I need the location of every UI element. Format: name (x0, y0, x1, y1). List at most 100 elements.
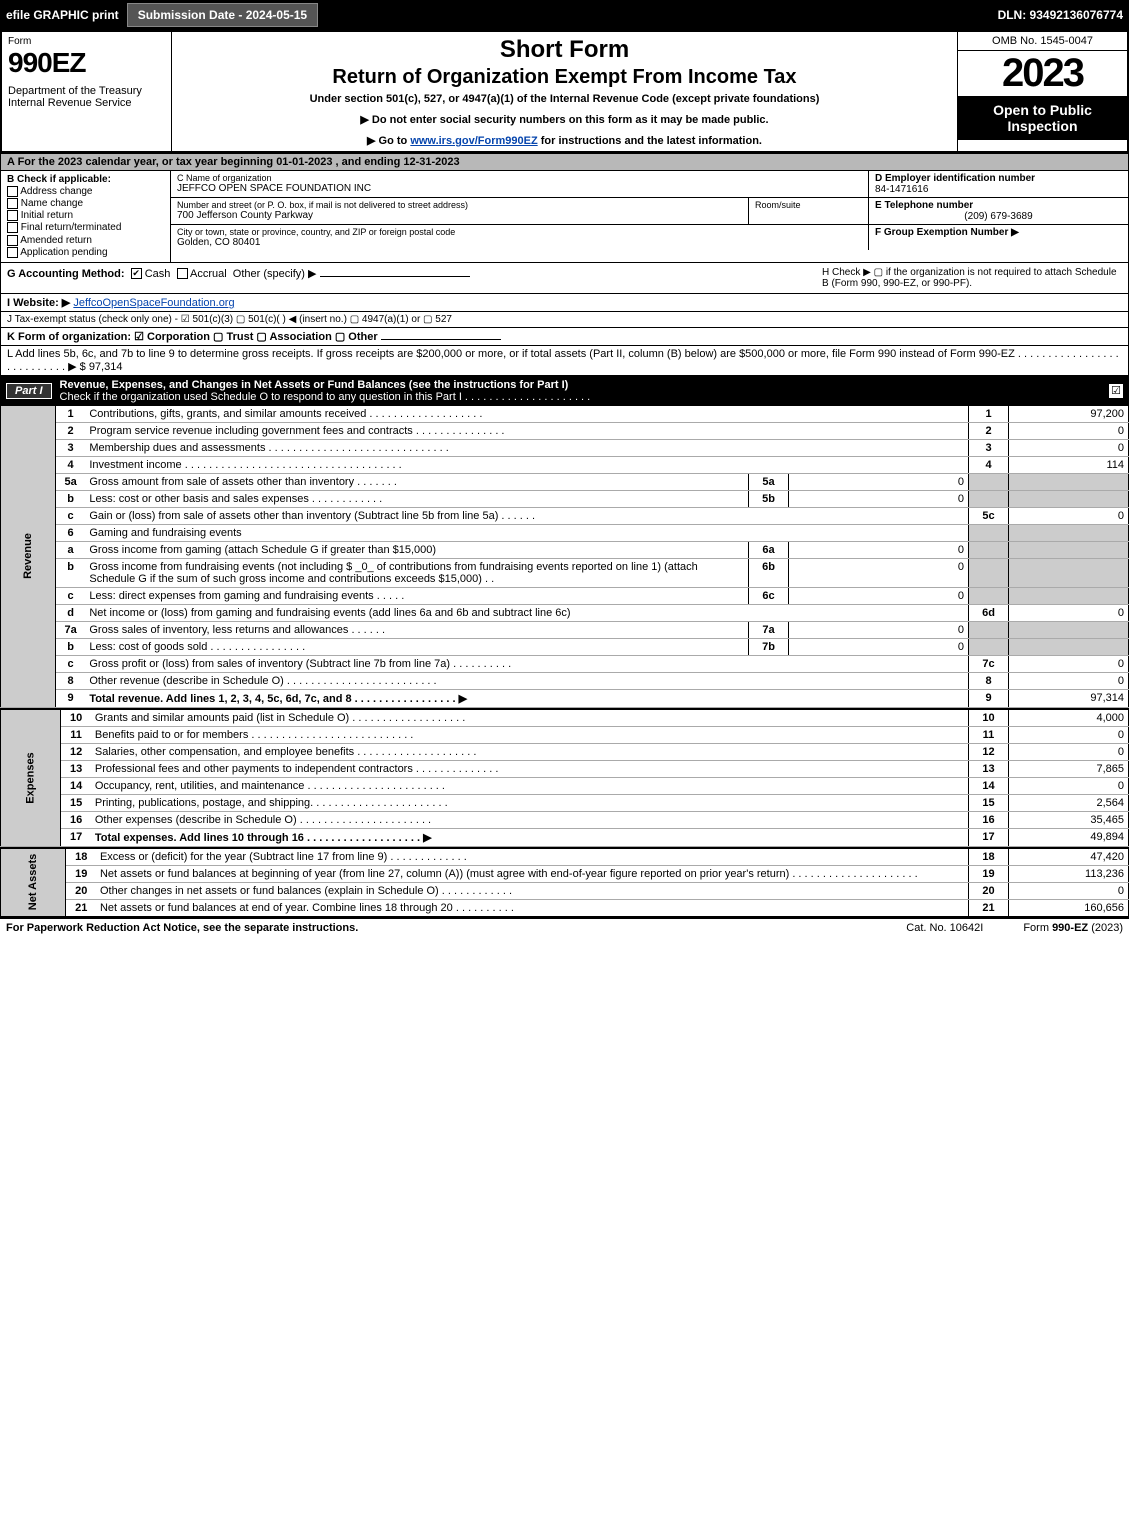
line-desc: Other expenses (describe in Schedule O) … (91, 811, 969, 828)
line-number: 14 (61, 777, 91, 794)
dln-label: DLN: 93492136076774 (998, 8, 1123, 22)
line-number: 18 (66, 848, 96, 866)
line-num-col: 19 (969, 865, 1009, 882)
line-desc: Investment income . . . . . . . . . . . … (85, 456, 968, 473)
grey-cell (969, 490, 1009, 507)
line-number: 5a (55, 473, 85, 490)
line-value: 0 (1009, 655, 1129, 672)
grey-cell (969, 473, 1009, 490)
table-row: 17Total expenses. Add lines 10 through 1… (1, 828, 1129, 846)
line-num-col: 18 (969, 848, 1009, 866)
colb-item[interactable]: Address change (7, 186, 164, 197)
line-number: a (55, 541, 85, 558)
city-state-zip: Golden, CO 80401 (177, 237, 862, 248)
other-specify-input[interactable] (320, 276, 470, 277)
table-row: 15Printing, publications, postage, and s… (1, 794, 1129, 811)
accrual-checkbox[interactable] (177, 268, 188, 279)
table-row: 7aGross sales of inventory, less returns… (1, 621, 1129, 638)
sub-line-number: 5a (749, 473, 789, 490)
k-other-input[interactable] (381, 339, 501, 340)
line-num-col: 3 (969, 439, 1009, 456)
grey-cell (969, 621, 1009, 638)
colb-item[interactable]: Initial return (7, 210, 164, 221)
line-num-col: 16 (969, 811, 1009, 828)
line-num-col: 1 (969, 406, 1009, 423)
table-row: 9Total revenue. Add lines 1, 2, 3, 4, 5c… (1, 689, 1129, 707)
form-footer-post: (2023) (1088, 922, 1123, 934)
line-value: 0 (1009, 743, 1129, 760)
sub-value: 0 (789, 621, 969, 638)
irs-link[interactable]: www.irs.gov/Form990EZ (410, 135, 537, 147)
col-b: B Check if applicable: Address change Na… (1, 171, 171, 262)
line-value: 160,656 (1009, 899, 1129, 917)
table-row: bLess: cost or other basis and sales exp… (1, 490, 1129, 507)
submission-date-button[interactable]: Submission Date - 2024-05-15 (127, 3, 318, 27)
line-desc: Total expenses. Add lines 10 through 16 … (91, 828, 969, 846)
table-row: cLess: direct expenses from gaming and f… (1, 587, 1129, 604)
line-number: 16 (61, 811, 91, 828)
line-number: 17 (61, 828, 91, 846)
d-lbl: D Employer identification number (875, 173, 1035, 184)
line-number: 13 (61, 760, 91, 777)
line-num-col: 17 (969, 828, 1009, 846)
k-text: K Form of organization: ☑ Corporation ▢ … (7, 331, 378, 343)
line-number: b (55, 638, 85, 655)
line-value: 4,000 (1009, 709, 1129, 727)
line-a-text: A For the 2023 calendar year, or tax yea… (7, 156, 460, 168)
sub-value: 0 (789, 541, 969, 558)
accrual-lbl: Accrual (190, 268, 227, 280)
colb-item[interactable]: Name change (7, 198, 164, 209)
table-row: 21Net assets or fund balances at end of … (1, 899, 1129, 917)
phone: (209) 679-3689 (875, 211, 1122, 222)
instr-goto-post: for instructions and the latest informat… (538, 135, 762, 147)
website-link[interactable]: JeffcoOpenSpaceFoundation.org (73, 297, 234, 309)
table-row: cGain or (loss) from sale of assets othe… (1, 507, 1129, 524)
grey-cell (1009, 587, 1129, 604)
line-value: 2,564 (1009, 794, 1129, 811)
sub-value: 0 (789, 638, 969, 655)
line-value: 7,865 (1009, 760, 1129, 777)
line-value: 0 (1009, 604, 1129, 621)
colb-item[interactable]: Amended return (7, 235, 164, 246)
line-desc: Total revenue. Add lines 1, 2, 3, 4, 5c,… (85, 689, 968, 707)
line-j: J Tax-exempt status (check only one) - ☑… (0, 311, 1129, 328)
line-desc: Grants and similar amounts paid (list in… (91, 709, 969, 727)
table-row: dNet income or (loss) from gaming and fu… (1, 604, 1129, 621)
line-num-col: 7c (969, 655, 1009, 672)
f-lbl: F Group Exemption Number ▶ (875, 227, 1019, 238)
ein: 84-1471616 (875, 184, 928, 195)
colb-item[interactable]: Application pending (7, 247, 164, 258)
line-number: 1 (55, 406, 85, 423)
line-number: 12 (61, 743, 91, 760)
line-value: 0 (1009, 777, 1129, 794)
grey-cell (1009, 490, 1129, 507)
line-number: 15 (61, 794, 91, 811)
line-num-col: 15 (969, 794, 1009, 811)
line-value: 49,894 (1009, 828, 1129, 846)
subtitle: Under section 501(c), 527, or 4947(a)(1)… (178, 93, 951, 105)
line-desc: Gaming and fundraising events (85, 524, 968, 541)
title-return: Return of Organization Exempt From Incom… (178, 66, 951, 89)
open-inspection: Open to Public Inspection (958, 96, 1127, 140)
line-num-col: 11 (969, 726, 1009, 743)
grey-cell (1009, 473, 1129, 490)
efile-label[interactable]: efile GRAPHIC print (6, 8, 119, 22)
form-word: Form (8, 36, 165, 47)
line-number: 9 (55, 689, 85, 707)
table-row: 19Net assets or fund balances at beginni… (1, 865, 1129, 882)
line-desc: Gross sales of inventory, less returns a… (85, 621, 748, 638)
cash-checkbox[interactable]: ✔ (131, 268, 142, 279)
line-desc: Less: direct expenses from gaming and fu… (85, 587, 748, 604)
form-footer: Form 990-EZ (2023) (1023, 922, 1123, 934)
sub-value: 0 (789, 490, 969, 507)
line-value: 97,314 (1009, 689, 1129, 707)
colb-item[interactable]: Final return/terminated (7, 222, 164, 233)
instr-goto: ▶ Go to www.irs.gov/Form990EZ for instru… (178, 134, 951, 147)
table-row: 5aGross amount from sale of assets other… (1, 473, 1129, 490)
table-row: aGross income from gaming (attach Schedu… (1, 541, 1129, 558)
line-number: 20 (66, 882, 96, 899)
grey-cell (1009, 638, 1129, 655)
part-i-checkbox[interactable]: ☑ (1109, 384, 1123, 398)
line-number: 19 (66, 865, 96, 882)
line-desc: Occupancy, rent, utilities, and maintena… (91, 777, 969, 794)
